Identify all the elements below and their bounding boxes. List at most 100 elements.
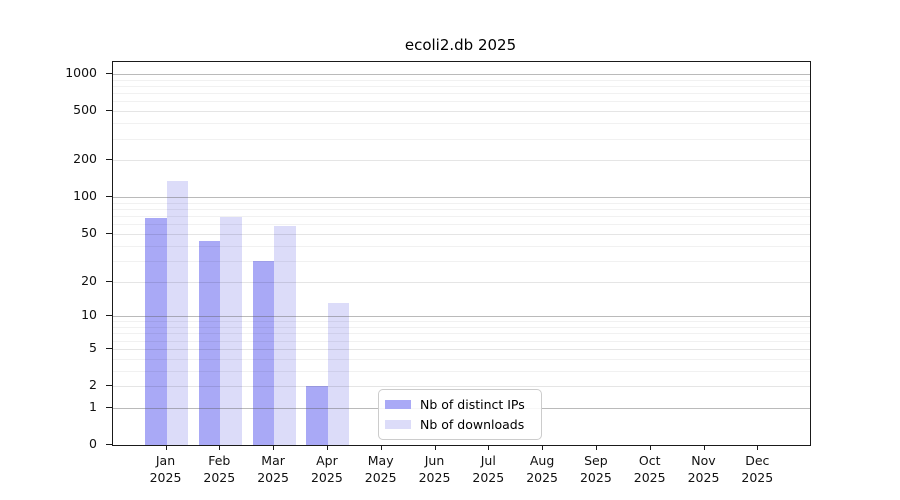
gridline <box>113 386 810 387</box>
y-tick-label-1: 1 <box>89 398 97 414</box>
y-tick-mark <box>106 280 112 282</box>
gridline <box>113 348 810 350</box>
gridline <box>113 327 810 328</box>
x-tick-year: 2025 <box>526 470 558 485</box>
y-tick-mark <box>106 315 112 317</box>
y-tick-label-5: 5 <box>89 339 97 355</box>
x-tick-year: 2025 <box>364 470 397 485</box>
gridline <box>113 370 810 372</box>
gridline <box>113 224 810 226</box>
x-tick-mark <box>219 445 221 450</box>
gridline <box>113 160 810 162</box>
x-tick-month: May <box>367 453 394 468</box>
x-tick-label-feb: Feb 2025 <box>187 452 251 486</box>
x-tick-month: Aug <box>529 453 555 468</box>
gridline <box>113 316 810 318</box>
gridline <box>113 123 810 125</box>
gridline <box>113 202 810 204</box>
gridline <box>113 216 810 218</box>
y-tick-label-500: 500 <box>73 102 97 118</box>
gridline <box>113 321 810 323</box>
chart-title: ecoli2.db 2025 <box>404 36 517 54</box>
x-tick-year: 2025 <box>418 470 451 485</box>
legend-row-distinct-ips: Nb of distinct IPs <box>385 397 531 412</box>
bar-distinct-ips-mar <box>252 260 275 445</box>
bar-downloads-feb <box>220 216 242 445</box>
x-tick-year: 2025 <box>257 470 289 485</box>
x-tick-month: Oct <box>638 453 661 468</box>
gridline <box>113 86 810 87</box>
x-tick-label-jan: Jan 2025 <box>134 452 198 486</box>
gridline <box>113 281 810 283</box>
y-tick-mark <box>106 385 112 386</box>
x-tick-month: Jun <box>424 453 445 468</box>
y-tick-label-20: 20 <box>81 272 97 288</box>
x-tick-month: Jul <box>480 453 496 468</box>
x-tick-year: 2025 <box>741 470 774 485</box>
x-tick-mark <box>434 445 436 450</box>
x-tick-year: 2025 <box>633 470 666 485</box>
x-tick-mark <box>649 445 651 450</box>
bar-distinct-ips-jan <box>145 218 167 445</box>
x-tick-year: 2025 <box>687 470 720 485</box>
gridline <box>113 111 810 113</box>
x-tick-year: 2025 <box>149 470 182 485</box>
y-tick-mark <box>106 444 112 445</box>
x-tick-mark <box>595 445 597 450</box>
x-tick-label-jul: Jul 2025 <box>456 452 520 486</box>
x-tick-year: 2025 <box>472 470 505 485</box>
gridline <box>113 197 810 199</box>
x-tick-mark <box>542 445 544 450</box>
y-tick-label-50: 50 <box>81 224 97 240</box>
x-tick-label-mar: Mar 2025 <box>241 452 305 486</box>
x-tick-label-apr: Apr 2025 <box>295 452 359 486</box>
x-tick-year: 2025 <box>310 470 343 485</box>
gridline <box>113 101 810 103</box>
y-tick-mark <box>106 110 112 112</box>
gridline <box>113 74 810 75</box>
x-tick-year: 2025 <box>203 470 236 485</box>
legend-swatch <box>385 420 411 429</box>
x-tick-month: Feb <box>208 453 231 468</box>
gridline <box>113 358 810 360</box>
y-tick-mark <box>106 232 112 234</box>
y-tick-mark <box>106 73 112 74</box>
y-tick-mark <box>106 196 112 198</box>
bar-downloads-mar <box>274 226 296 445</box>
gridline <box>113 93 810 95</box>
gridline <box>113 233 810 235</box>
x-tick-mark <box>273 445 275 450</box>
y-tick-mark <box>106 406 112 408</box>
x-tick-mark <box>703 445 705 450</box>
gridline <box>113 340 810 342</box>
x-tick-month: Apr <box>316 453 338 468</box>
bar-distinct-ips-apr <box>306 386 328 445</box>
x-tick-label-sep: Sep 2025 <box>564 452 628 486</box>
gridline <box>113 138 810 140</box>
bar-downloads-jan <box>166 180 188 445</box>
legend-swatch <box>385 400 411 409</box>
gridline <box>113 333 810 335</box>
x-tick-month: Mar <box>261 453 285 468</box>
gridline <box>113 79 810 81</box>
x-tick-month: Sep <box>584 453 608 468</box>
gridline <box>113 245 810 247</box>
x-tick-month: Nov <box>691 453 716 468</box>
legend-label: Nb of distinct IPs <box>420 397 525 412</box>
x-tick-month: Jan <box>155 453 176 468</box>
x-tick-label-nov: Nov 2025 <box>672 452 736 486</box>
bar-distinct-ips-feb <box>198 240 221 445</box>
y-tick-mark <box>106 159 112 161</box>
legend: Nb of distinct IPs Nb of downloads <box>378 389 542 440</box>
y-tick-label-1000: 1000 <box>65 65 97 80</box>
x-tick-label-oct: Oct 2025 <box>618 452 682 486</box>
legend-row-downloads: Nb of downloads <box>385 417 531 432</box>
x-tick-mark <box>757 445 759 450</box>
y-tick-label-10: 10 <box>81 307 97 323</box>
gridline <box>113 209 810 210</box>
y-tick-label-200: 200 <box>73 151 97 167</box>
x-tick-mark <box>326 445 328 450</box>
x-tick-label-dec: Dec 2025 <box>725 452 789 486</box>
x-tick-month: Dec <box>745 453 770 468</box>
